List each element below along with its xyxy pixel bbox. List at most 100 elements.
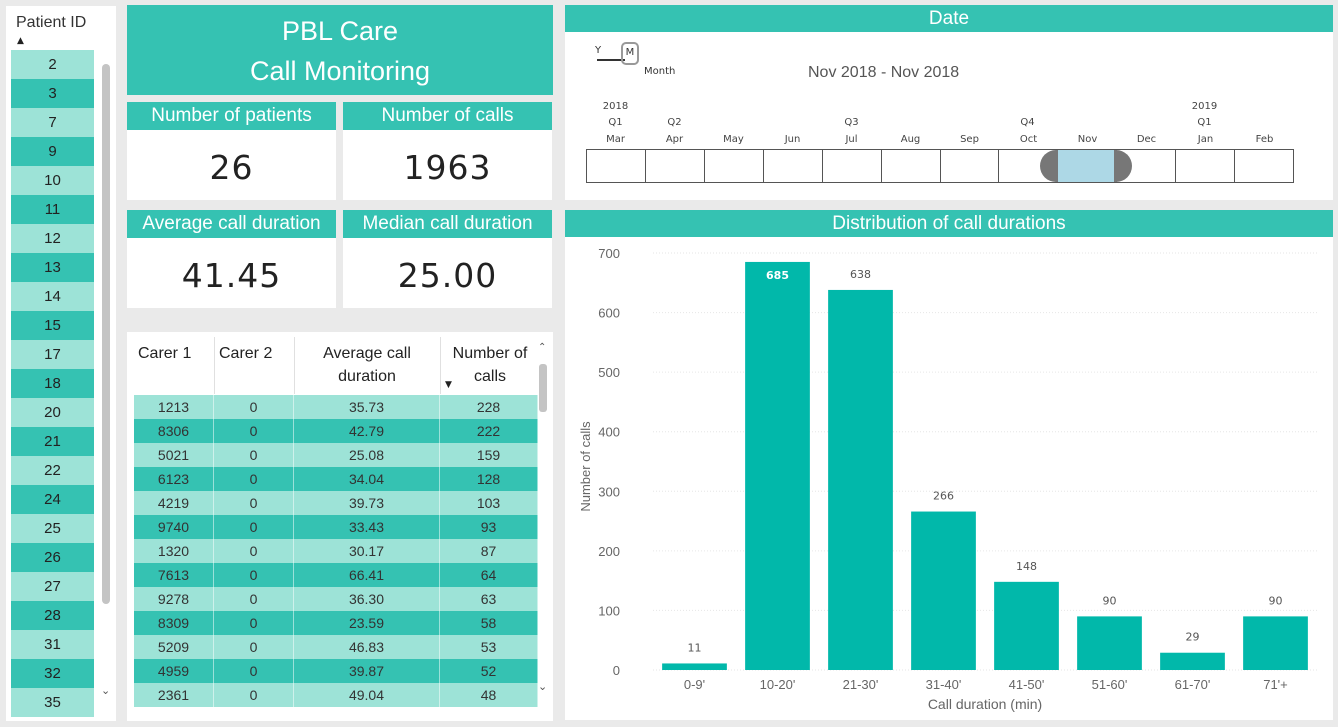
- x-tick-label: 21-30': [843, 677, 879, 692]
- timeline-selection[interactable]: [1040, 149, 1133, 183]
- cell-number-of-calls: 63: [440, 587, 538, 611]
- granularity-year[interactable]: Y: [595, 45, 602, 56]
- range-start-handle[interactable]: [1040, 150, 1058, 182]
- sort-descending-icon[interactable]: ▼: [445, 380, 452, 390]
- cell-number-of-calls: 52: [440, 659, 538, 683]
- y-tick-label: 400: [598, 425, 620, 440]
- cell-average-duration: 30.17: [294, 539, 440, 563]
- patient-item[interactable]: 21: [11, 427, 94, 456]
- patient-item[interactable]: 20: [11, 398, 94, 427]
- cell-carer-1: 6123: [134, 467, 214, 491]
- table-row[interactable]: 2361 0 49.04 48: [134, 683, 538, 707]
- range-end-handle[interactable]: [1114, 150, 1132, 182]
- data-label: 29: [1186, 631, 1200, 644]
- table-row[interactable]: 9278 0 36.30 63: [134, 587, 538, 611]
- cell-carer-1: 5021: [134, 443, 214, 467]
- scroll-down-icon[interactable]: ⌄: [538, 680, 548, 693]
- cell-carer-2: 0: [214, 683, 294, 707]
- timeline-month-cell[interactable]: [646, 150, 705, 182]
- timeline-month-cell[interactable]: [1176, 150, 1236, 182]
- scroll-down-icon[interactable]: ⌄: [101, 684, 111, 697]
- cell-average-duration: 36.30: [294, 587, 440, 611]
- cell-carer-2: 0: [214, 659, 294, 683]
- table-row[interactable]: 4219 0 39.73 103: [134, 491, 538, 515]
- cell-carer-1: 9278: [134, 587, 214, 611]
- timeline-month-cell[interactable]: [823, 150, 882, 182]
- patient-item[interactable]: 3: [11, 79, 94, 108]
- granularity-month[interactable]: M: [621, 42, 639, 65]
- kpi-number-of-calls: Number of calls 1963: [343, 102, 552, 200]
- header-num-line2: calls: [473, 368, 506, 385]
- table-row[interactable]: 6123 0 34.04 128: [134, 467, 538, 491]
- timeline-track[interactable]: [586, 149, 1294, 183]
- table-row[interactable]: 4959 0 39.87 52: [134, 659, 538, 683]
- patient-item[interactable]: 31: [11, 630, 94, 659]
- table-row[interactable]: 9740 0 33.43 93: [134, 515, 538, 539]
- patient-item[interactable]: 2: [11, 50, 94, 79]
- timeline-month-cell[interactable]: [705, 150, 764, 182]
- header-average-call-duration[interactable]: Average call duration: [302, 342, 432, 388]
- timeline-month-cell[interactable]: [882, 150, 941, 182]
- patient-item[interactable]: 25: [11, 514, 94, 543]
- table-row[interactable]: 7613 0 66.41 64: [134, 563, 538, 587]
- table-row[interactable]: 5021 0 25.08 159: [134, 443, 538, 467]
- patient-item[interactable]: 28: [11, 601, 94, 630]
- timeline-month-cell[interactable]: [587, 150, 646, 182]
- bar: [1160, 652, 1225, 670]
- x-axis-title: Call duration (min): [928, 696, 1042, 712]
- sort-ascending-icon[interactable]: ▲: [17, 36, 24, 46]
- table-row[interactable]: 1320 0 30.17 87: [134, 539, 538, 563]
- month-label: Nov: [1077, 134, 1098, 145]
- cell-average-duration: 66.41: [294, 563, 440, 587]
- carer-table: Carer 1 Carer 2 Average call duration Nu…: [127, 332, 553, 721]
- cell-carer-2: 0: [214, 563, 294, 587]
- date-slicer: Date Y M Month Nov 2018 - Nov 2018 2018 …: [565, 5, 1333, 200]
- patient-item[interactable]: 22: [11, 456, 94, 485]
- patient-item[interactable]: 18: [11, 369, 94, 398]
- patient-item[interactable]: 32: [11, 659, 94, 688]
- patient-item[interactable]: 14: [11, 282, 94, 311]
- timeline-month-cell[interactable]: [1117, 150, 1177, 182]
- timeline-month-cell[interactable]: [1235, 150, 1293, 182]
- patient-item[interactable]: 12: [11, 224, 94, 253]
- patient-item[interactable]: 11: [11, 195, 94, 224]
- table-row[interactable]: 1213 0 35.73 228: [134, 395, 538, 419]
- month-label: Oct: [1019, 134, 1038, 145]
- timeline-month-cell[interactable]: [941, 150, 1000, 182]
- table-row[interactable]: 8309 0 23.59 58: [134, 611, 538, 635]
- patient-item[interactable]: 17: [11, 340, 94, 369]
- patient-item[interactable]: 35: [11, 688, 94, 717]
- patient-item[interactable]: 13: [11, 253, 94, 282]
- cell-number-of-calls: 87: [440, 539, 538, 563]
- cell-carer-2: 0: [214, 467, 294, 491]
- table-row[interactable]: 8306 0 42.79 222: [134, 419, 538, 443]
- title-line-2: Call Monitoring: [249, 56, 431, 86]
- patient-item[interactable]: 26: [11, 543, 94, 572]
- month-label: Jun: [784, 134, 801, 145]
- scroll-up-icon[interactable]: ⌃: [538, 342, 547, 353]
- title-line-1: PBL Care: [281, 16, 399, 46]
- patient-item[interactable]: 10: [11, 166, 94, 195]
- patient-item[interactable]: 24: [11, 485, 94, 514]
- header-num-line1: Number of: [452, 345, 528, 362]
- cell-average-duration: 39.73: [294, 491, 440, 515]
- header-carer-1[interactable]: Carer 1: [138, 345, 192, 362]
- header-carer-2[interactable]: Carer 2: [219, 345, 273, 362]
- patient-scrollbar[interactable]: [102, 64, 110, 604]
- data-label: 685: [766, 269, 789, 282]
- selected-range[interactable]: [1055, 150, 1114, 182]
- patient-item[interactable]: 9: [11, 137, 94, 166]
- patient-item[interactable]: 27: [11, 572, 94, 601]
- timeline-month-cell[interactable]: [764, 150, 823, 182]
- table-scrollbar[interactable]: [539, 364, 547, 412]
- table-row[interactable]: 5209 0 46.83 53: [134, 635, 538, 659]
- granularity-label: Month: [644, 66, 676, 77]
- patient-item[interactable]: 7: [11, 108, 94, 137]
- granularity-track: [597, 59, 625, 61]
- quarter-label: Q3: [844, 117, 859, 128]
- cell-average-duration: 33.43: [294, 515, 440, 539]
- patient-id-header[interactable]: Patient ID: [16, 14, 87, 31]
- call-duration-chart: Distribution of call durations 0 100 200 30…: [565, 210, 1333, 720]
- patient-item[interactable]: 15: [11, 311, 94, 340]
- header-number-of-calls[interactable]: Number of calls: [443, 342, 537, 388]
